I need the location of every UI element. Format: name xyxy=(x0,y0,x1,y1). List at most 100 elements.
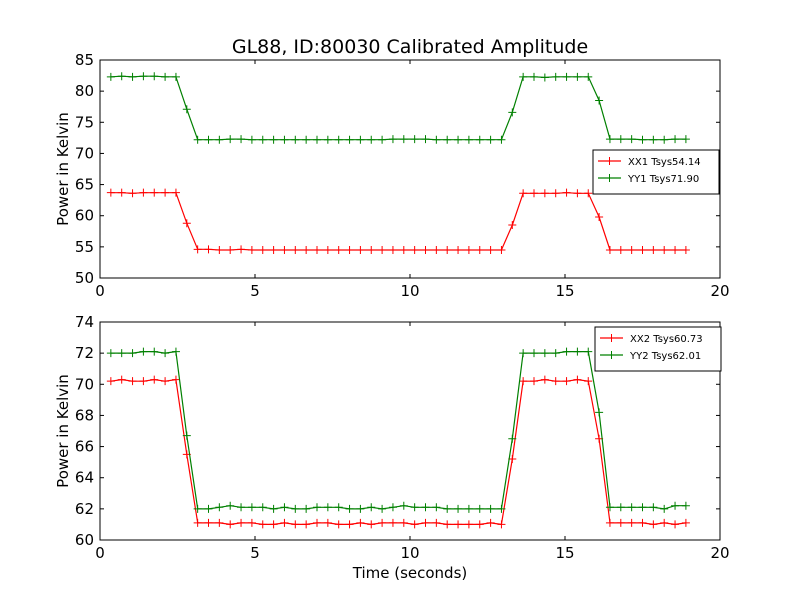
data-point xyxy=(334,245,343,254)
y-tick-label: 60 xyxy=(75,531,94,549)
data-point xyxy=(475,520,484,529)
data-point xyxy=(269,504,278,513)
data-point xyxy=(323,245,332,254)
data-point xyxy=(595,408,604,417)
data-point xyxy=(313,518,321,527)
data-point xyxy=(171,375,180,384)
data-point xyxy=(573,375,582,384)
data-point xyxy=(486,518,495,527)
data-point xyxy=(573,72,582,81)
y-tick-label: 72 xyxy=(75,344,94,362)
series-2 xyxy=(106,72,690,144)
data-point xyxy=(562,72,571,81)
y-tick-label: 80 xyxy=(75,82,94,100)
data-point xyxy=(649,245,658,254)
x-tick-label: 0 xyxy=(95,544,105,562)
legend-label: YY1 Tsys71.90 xyxy=(627,174,699,185)
legend-label: XX2 Tsys60.73 xyxy=(630,334,703,345)
data-point xyxy=(638,503,647,512)
data-point xyxy=(540,189,549,198)
data-point xyxy=(519,72,528,81)
data-point xyxy=(475,245,484,254)
data-point xyxy=(128,349,137,358)
data-point xyxy=(106,377,115,386)
data-point xyxy=(388,503,397,512)
data-point xyxy=(497,504,506,513)
x-tick-label: 5 xyxy=(250,282,260,300)
data-point xyxy=(638,245,647,254)
data-point xyxy=(464,520,473,529)
data-point xyxy=(584,377,593,386)
data-point xyxy=(345,135,354,144)
data-point xyxy=(117,375,126,384)
data-point xyxy=(356,518,365,527)
data-point xyxy=(291,135,300,144)
data-point xyxy=(193,518,202,527)
data-point xyxy=(345,504,354,513)
data-point xyxy=(486,245,495,254)
data-point xyxy=(681,245,690,254)
data-point xyxy=(616,245,625,254)
data-point xyxy=(421,518,430,527)
data-point xyxy=(681,501,690,510)
data-point xyxy=(258,245,267,254)
data-point xyxy=(410,520,419,529)
data-point xyxy=(302,135,311,144)
y-tick-label: 66 xyxy=(75,438,94,456)
data-point xyxy=(638,135,647,144)
data-point xyxy=(605,135,614,144)
data-point xyxy=(551,72,560,81)
legend-label: XX1 Tsys54.14 xyxy=(628,157,701,168)
data-point xyxy=(421,503,430,512)
data-point xyxy=(171,188,180,197)
data-point xyxy=(388,135,397,144)
data-point xyxy=(562,188,571,197)
data-point xyxy=(551,349,560,358)
data-point xyxy=(356,245,365,254)
data-point xyxy=(247,503,256,512)
data-point xyxy=(573,189,582,198)
data-point xyxy=(117,349,126,358)
data-point xyxy=(182,105,191,114)
data-point xyxy=(139,377,148,386)
y-tick-label: 50 xyxy=(75,269,94,287)
data-point xyxy=(410,245,419,254)
data-point xyxy=(605,245,614,254)
data-point xyxy=(128,377,137,386)
data-point xyxy=(671,135,680,144)
x-tick-label: 15 xyxy=(555,544,574,562)
y-tick-label: 70 xyxy=(75,144,94,162)
data-point xyxy=(280,245,289,254)
data-point xyxy=(334,520,343,529)
data-point xyxy=(106,72,115,81)
data-point xyxy=(399,501,408,510)
data-point xyxy=(638,518,647,527)
data-point xyxy=(247,245,256,254)
data-point xyxy=(649,503,658,512)
data-point xyxy=(627,503,636,512)
data-point xyxy=(584,189,593,198)
y-axis-label: Power in Kelvin xyxy=(54,112,72,226)
legend-box xyxy=(594,326,722,372)
data-point xyxy=(280,518,289,527)
data-point xyxy=(432,245,441,254)
data-point xyxy=(150,347,159,356)
data-point xyxy=(443,245,452,254)
x-tick-label: 0 xyxy=(95,282,105,300)
data-point xyxy=(616,135,625,144)
data-point xyxy=(671,501,680,510)
data-point xyxy=(367,135,376,144)
data-point xyxy=(313,245,321,254)
data-point xyxy=(388,245,397,254)
data-point xyxy=(443,504,452,513)
data-point xyxy=(562,347,571,356)
data-point xyxy=(464,504,473,513)
data-point xyxy=(475,504,484,513)
y-axis-label: Power in Kelvin xyxy=(54,374,72,488)
data-point xyxy=(410,503,419,512)
data-point xyxy=(378,245,387,254)
data-point xyxy=(671,520,680,529)
data-point xyxy=(627,245,636,254)
legend-box xyxy=(592,149,720,195)
data-point xyxy=(475,135,484,144)
